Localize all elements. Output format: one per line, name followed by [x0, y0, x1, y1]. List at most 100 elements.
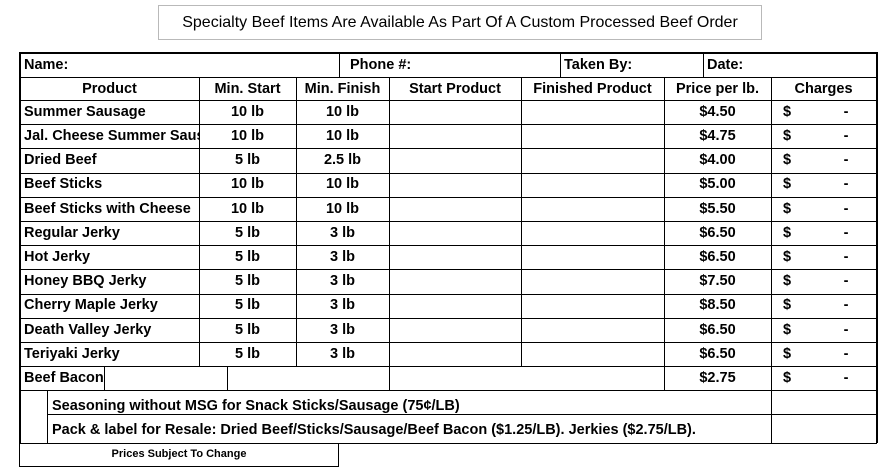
min-start-value: 5 lb [235, 152, 260, 169]
product-name: Beef Bacon [24, 370, 104, 387]
finished-product-input[interactable] [521, 197, 664, 221]
grid-line [560, 52, 561, 77]
start-product-input[interactable] [389, 245, 521, 269]
start-product-input[interactable] [389, 294, 521, 318]
finished-product-input[interactable] [521, 173, 664, 197]
finished-product-input[interactable] [521, 100, 664, 124]
min-start-value: 10 lb [230, 103, 265, 120]
min-start-value: 10 lb [230, 128, 265, 145]
grid-line [20, 124, 876, 126]
grid-line [703, 52, 704, 77]
start-product-input[interactable] [389, 269, 521, 293]
grid-line [19, 466, 339, 467]
finished-product-input[interactable] [521, 245, 664, 269]
grid-line [20, 390, 876, 392]
phone-field-label: Phone #: [350, 57, 412, 74]
grid-line [20, 77, 876, 78]
grid-line [20, 342, 876, 343]
grid-line [19, 443, 20, 466]
name-field-label: Name: [24, 57, 69, 74]
min-finish-value: 3 lb [330, 321, 355, 338]
charge-currency-symbol: $ [783, 297, 792, 314]
finished-product-input[interactable] [521, 318, 664, 342]
col-header-price: Price per lb. [675, 80, 759, 97]
min-start-value: 5 lb [235, 297, 260, 314]
grid-line [876, 52, 878, 443]
start-product-input[interactable] [389, 148, 521, 172]
grid-line [20, 196, 876, 198]
price-per-lb-value: $4.50 [699, 103, 736, 120]
finished-product-input[interactable] [521, 294, 664, 318]
price-per-lb-value: $6.50 [699, 224, 736, 241]
grid-line [20, 317, 876, 319]
charge-value: - [843, 176, 849, 193]
grid-line [338, 443, 339, 466]
finished-product-input[interactable] [521, 221, 664, 245]
grid-line [771, 390, 772, 443]
grid-line [20, 366, 876, 368]
charge-value: - [843, 224, 849, 241]
min-finish-value: 2.5 lb [323, 152, 362, 169]
page-title: Specialty Beef Items Are Available As Pa… [158, 5, 762, 40]
start-product-input[interactable] [389, 318, 521, 342]
grid-line [104, 366, 105, 391]
start-product-input[interactable] [389, 197, 521, 221]
grid-line [20, 245, 876, 247]
start-product-input[interactable] [389, 342, 521, 366]
resale-pack-note: Pack & label for Resale: Dried Beef/Stic… [52, 421, 696, 438]
min-finish-value: 3 lb [330, 345, 355, 362]
min-start-value: 5 lb [235, 273, 260, 290]
start-product-input[interactable] [389, 173, 521, 197]
charge-value: - [843, 152, 849, 169]
charge-value: - [843, 273, 849, 290]
price-per-lb-value: $8.50 [699, 297, 736, 314]
grid-line [20, 269, 876, 271]
product-name: Hot Jerky [24, 249, 91, 266]
grid-line [771, 366, 772, 391]
min-start-value: 5 lb [235, 224, 260, 241]
price-per-lb-value: $4.75 [699, 128, 736, 145]
product-name: Teriyaki Jerky [24, 345, 120, 362]
charge-value: - [843, 345, 849, 362]
price-per-lb-value: $7.50 [699, 273, 736, 290]
grid-line [47, 390, 48, 443]
finished-product-input[interactable] [521, 269, 664, 293]
min-finish-value: 3 lb [330, 249, 355, 266]
start-product-input[interactable] [389, 124, 521, 148]
grid-line [227, 366, 228, 391]
col-header-product: Product [82, 80, 137, 97]
charge-value: - [843, 200, 849, 217]
product-name: Dried Beef [24, 152, 97, 169]
col-header-finished-product: Finished Product [533, 80, 652, 97]
charge-currency-symbol: $ [783, 200, 792, 217]
finished-product-input[interactable] [521, 342, 664, 366]
charge-currency-symbol: $ [783, 128, 792, 145]
product-name: Cherry Maple Jerky [24, 297, 158, 314]
grid-line [47, 414, 876, 416]
date-field-label: Date: [707, 57, 744, 74]
min-finish-value: 10 lb [325, 103, 360, 120]
min-finish-value: 10 lb [325, 128, 360, 145]
min-finish-value: 3 lb [330, 273, 355, 290]
product-name: Jal. Cheese Summer Sausage [24, 128, 199, 145]
start-product-input[interactable] [389, 100, 521, 124]
finished-product-input[interactable] [521, 148, 664, 172]
price-per-lb-value: $6.50 [699, 249, 736, 266]
charge-currency-symbol: $ [783, 176, 792, 193]
min-finish-value: 3 lb [330, 224, 355, 241]
product-name: Beef Sticks [24, 176, 103, 193]
col-header-start-product: Start Product [409, 80, 501, 97]
price-per-lb-value: $5.50 [699, 200, 736, 217]
charge-currency-symbol: $ [783, 224, 792, 241]
grid-line [20, 293, 876, 295]
min-start-value: 5 lb [235, 249, 260, 266]
price-per-lb-value: $6.50 [699, 321, 736, 338]
charge-value: - [843, 321, 849, 338]
finished-product-input[interactable] [521, 124, 664, 148]
start-product-input[interactable] [389, 221, 521, 245]
charge-currency-symbol: $ [783, 370, 792, 387]
min-finish-value: 10 lb [325, 200, 360, 217]
charge-value: - [843, 128, 849, 145]
grid-line [19, 52, 21, 443]
